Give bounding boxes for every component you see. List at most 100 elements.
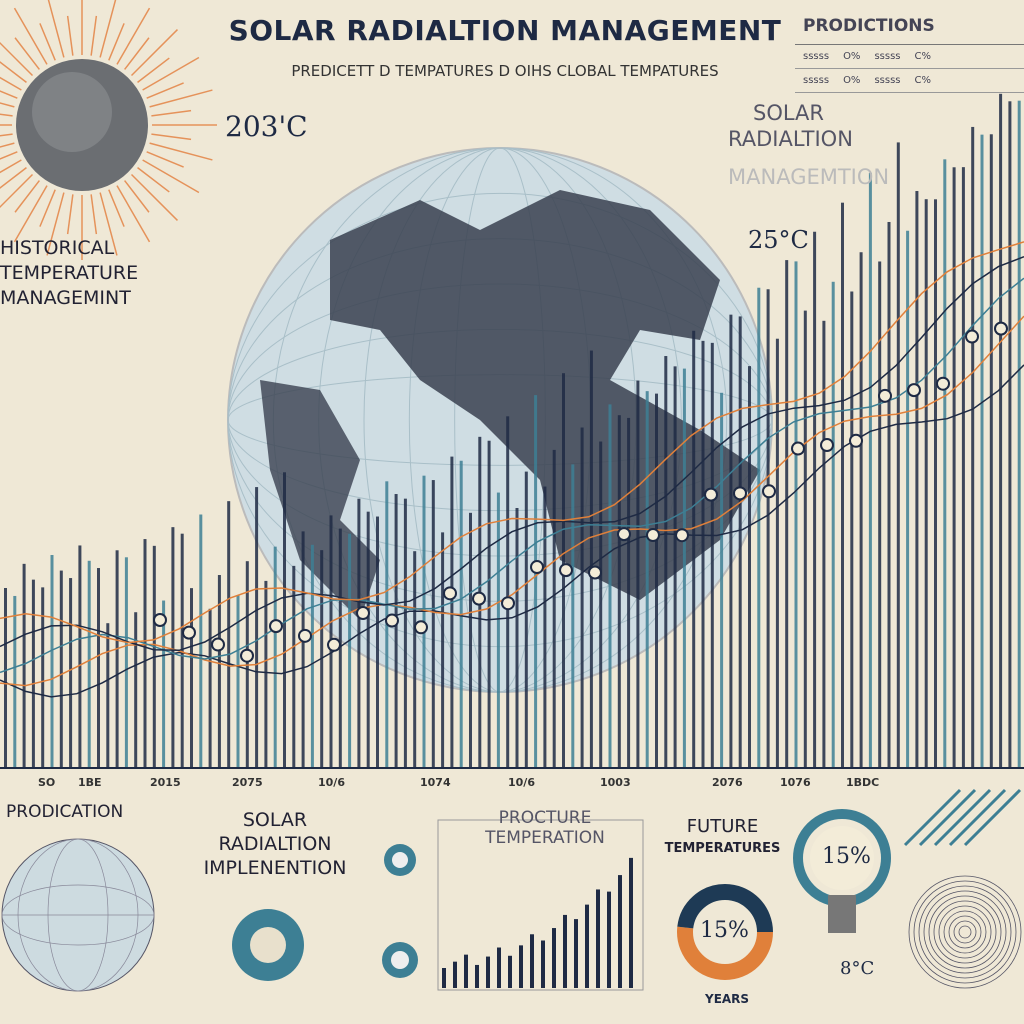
bar bbox=[124, 557, 128, 768]
label-line: TEMPERATURES bbox=[664, 841, 781, 856]
axis-tick-label: 2075 bbox=[232, 776, 263, 789]
bar bbox=[710, 342, 714, 768]
axis-tick-label: 10/6 bbox=[318, 776, 345, 789]
bar bbox=[924, 199, 928, 768]
mini-bar bbox=[629, 857, 633, 988]
bar bbox=[645, 391, 649, 768]
solar-implementation-label: SOLAR RADIALTION IMPLENENTION bbox=[185, 808, 365, 880]
axis-tick-label: 1076 bbox=[780, 776, 811, 789]
label-line: SOLAR bbox=[242, 809, 308, 831]
bar bbox=[580, 427, 584, 768]
bar bbox=[720, 392, 724, 768]
bar bbox=[599, 441, 603, 768]
bar bbox=[310, 544, 314, 768]
cell: C% bbox=[914, 75, 931, 86]
mini-bar bbox=[585, 904, 589, 988]
sun-icon bbox=[0, 0, 217, 260]
bar bbox=[496, 492, 500, 768]
future-donut bbox=[677, 884, 773, 980]
data-point bbox=[153, 613, 167, 627]
mini-bar bbox=[574, 919, 578, 988]
mini-bar bbox=[453, 961, 457, 988]
bar bbox=[701, 340, 705, 768]
bar bbox=[292, 565, 296, 768]
mini-bar bbox=[486, 956, 490, 988]
bar bbox=[227, 501, 231, 768]
mini-bar-chart bbox=[442, 857, 633, 988]
axis-tick-label: 1003 bbox=[600, 776, 631, 789]
temperature-right: 25°C bbox=[748, 226, 809, 254]
bar bbox=[171, 527, 175, 768]
bar bbox=[524, 471, 528, 768]
bar bbox=[338, 528, 342, 768]
bar bbox=[850, 291, 854, 768]
bar bbox=[999, 93, 1003, 769]
label-line: FUTURE bbox=[686, 816, 759, 837]
table-row: sssss O% sssss C% bbox=[795, 69, 1024, 93]
data-point bbox=[994, 321, 1008, 336]
trend-line bbox=[0, 277, 1024, 674]
bar bbox=[162, 600, 166, 768]
bar bbox=[813, 231, 817, 769]
bar bbox=[1017, 100, 1021, 768]
bar bbox=[199, 514, 203, 768]
mini-bar bbox=[519, 945, 523, 988]
predictions-table: PRODICTIONS sssss O% sssss C% sssss O% sssss C… bbox=[795, 12, 1024, 93]
bar bbox=[775, 338, 779, 768]
bar bbox=[41, 587, 45, 768]
mini-bar bbox=[475, 964, 479, 988]
data-point bbox=[733, 486, 747, 501]
mini-bar bbox=[552, 928, 556, 988]
bar bbox=[469, 512, 472, 768]
mini-bar bbox=[541, 940, 545, 988]
cell: sssss bbox=[874, 51, 901, 62]
bar bbox=[236, 595, 240, 768]
bar bbox=[961, 167, 965, 769]
srm-label: SOLAR RADIALTION MANAGEMTION bbox=[728, 100, 898, 190]
trend-line bbox=[0, 256, 1024, 652]
bar bbox=[785, 260, 789, 768]
bar bbox=[766, 289, 770, 768]
temperature-left: 203'C bbox=[225, 110, 308, 143]
bar bbox=[69, 578, 73, 768]
bar bbox=[915, 191, 919, 768]
globe bbox=[227, 147, 773, 693]
data-point bbox=[559, 563, 573, 578]
bar bbox=[264, 580, 268, 768]
bar bbox=[571, 464, 575, 768]
data-point bbox=[646, 528, 660, 543]
bar bbox=[115, 550, 119, 768]
prodication-label: PRODICATION bbox=[6, 802, 124, 822]
bar bbox=[878, 261, 882, 768]
bar bbox=[106, 623, 110, 768]
bar bbox=[1008, 101, 1012, 768]
bar bbox=[217, 575, 221, 768]
bulb-temperature: 8°C bbox=[840, 958, 875, 979]
data-point bbox=[965, 329, 979, 344]
bar bbox=[431, 480, 435, 768]
data-point bbox=[472, 591, 486, 606]
bar bbox=[664, 356, 668, 768]
data-point bbox=[530, 560, 544, 575]
mini-bar bbox=[596, 889, 600, 988]
bar bbox=[803, 310, 807, 768]
bar bbox=[441, 532, 445, 768]
axis-tick-label: 10/6 bbox=[508, 776, 535, 789]
data-point bbox=[878, 388, 892, 403]
bar bbox=[450, 456, 454, 768]
historical-label: HISTORICAL TEMPERATURE MANAGEMINT bbox=[0, 236, 138, 311]
data-point bbox=[617, 527, 631, 542]
data-point bbox=[356, 606, 370, 621]
axis-tick-label: 1074 bbox=[420, 776, 451, 789]
data-point bbox=[240, 648, 254, 663]
bar bbox=[971, 126, 975, 768]
bar bbox=[59, 570, 63, 768]
data-point bbox=[443, 586, 457, 601]
bar bbox=[515, 508, 519, 768]
data-point bbox=[791, 441, 805, 456]
bar bbox=[413, 551, 417, 768]
spiral-icon bbox=[908, 875, 1022, 989]
bar bbox=[50, 555, 54, 768]
bar bbox=[376, 516, 379, 768]
